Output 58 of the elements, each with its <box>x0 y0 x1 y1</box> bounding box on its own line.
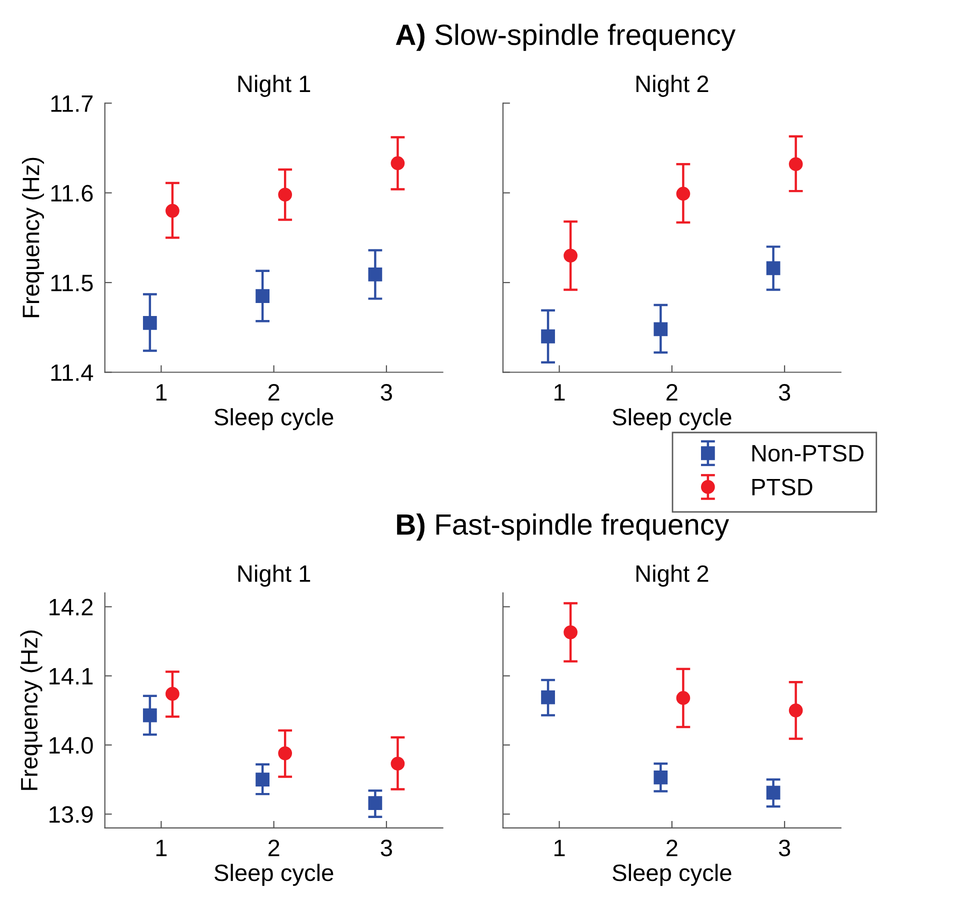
y-tick-label: 11.4 <box>51 364 94 381</box>
point <box>368 796 382 810</box>
x-tick-label: 2 <box>666 840 678 856</box>
legend-label: Non-PTSD <box>752 444 864 462</box>
chart-subtitle: Night 1 <box>238 564 310 587</box>
point <box>541 329 555 344</box>
y-tick-label: 14.2 <box>50 598 93 616</box>
point <box>142 708 157 722</box>
chart-subtitle: Night 2 <box>636 564 708 587</box>
point <box>142 316 157 330</box>
y-tick-label: 11.6 <box>51 184 93 202</box>
x-axis-title: Sleep cycle <box>214 864 334 886</box>
y-tick-label: 11.7 <box>51 95 93 112</box>
y-tick-label: 13.9 <box>50 806 93 823</box>
x-tick-label: 2 <box>666 384 678 400</box>
point <box>256 772 270 786</box>
x-axis-title: Sleep cycle <box>214 408 334 430</box>
x-tick-label: 3 <box>778 384 790 401</box>
y-axis-title: Frequency (Hz) <box>22 158 44 318</box>
x-tick-label: 2 <box>268 384 280 400</box>
chart-subtitle: Night 1 <box>238 74 310 97</box>
x-tick-label: 1 <box>156 840 167 856</box>
point <box>166 204 180 218</box>
point <box>564 625 578 640</box>
text: B) Fast-spindle frequency <box>397 513 730 541</box>
point <box>766 786 780 800</box>
x-axis-title: Sleep cycle <box>612 864 732 886</box>
point <box>788 157 803 172</box>
point <box>654 322 668 336</box>
point <box>766 261 780 276</box>
y-axis-title: Frequency (Hz) <box>20 630 42 790</box>
point <box>368 268 382 282</box>
point <box>390 756 405 771</box>
point <box>390 156 405 170</box>
point <box>256 289 270 303</box>
y-tick-label: 14.1 <box>50 668 93 684</box>
x-axis-title: Sleep cycle <box>612 408 732 430</box>
point <box>166 686 180 701</box>
point <box>541 690 555 704</box>
x-tick-label: 1 <box>156 384 167 400</box>
x-tick-label: 1 <box>554 384 565 400</box>
point <box>654 770 668 784</box>
point <box>788 703 803 718</box>
point <box>676 186 690 201</box>
legend-label: PTSD <box>752 478 812 496</box>
x-tick-label: 3 <box>380 840 392 856</box>
point <box>676 691 690 705</box>
point <box>278 746 292 760</box>
point <box>564 248 578 263</box>
point <box>278 188 292 202</box>
x-tick-label: 3 <box>778 840 790 856</box>
text: A) Slow-spindle frequency <box>396 24 736 51</box>
x-tick-label: 3 <box>380 384 392 401</box>
x-tick-label: 1 <box>554 840 565 856</box>
y-tick-label: 11.5 <box>51 274 93 292</box>
x-tick-label: 2 <box>268 840 280 856</box>
chart-subtitle: Night 2 <box>636 74 708 97</box>
y-tick-label: 14.0 <box>50 737 93 754</box>
